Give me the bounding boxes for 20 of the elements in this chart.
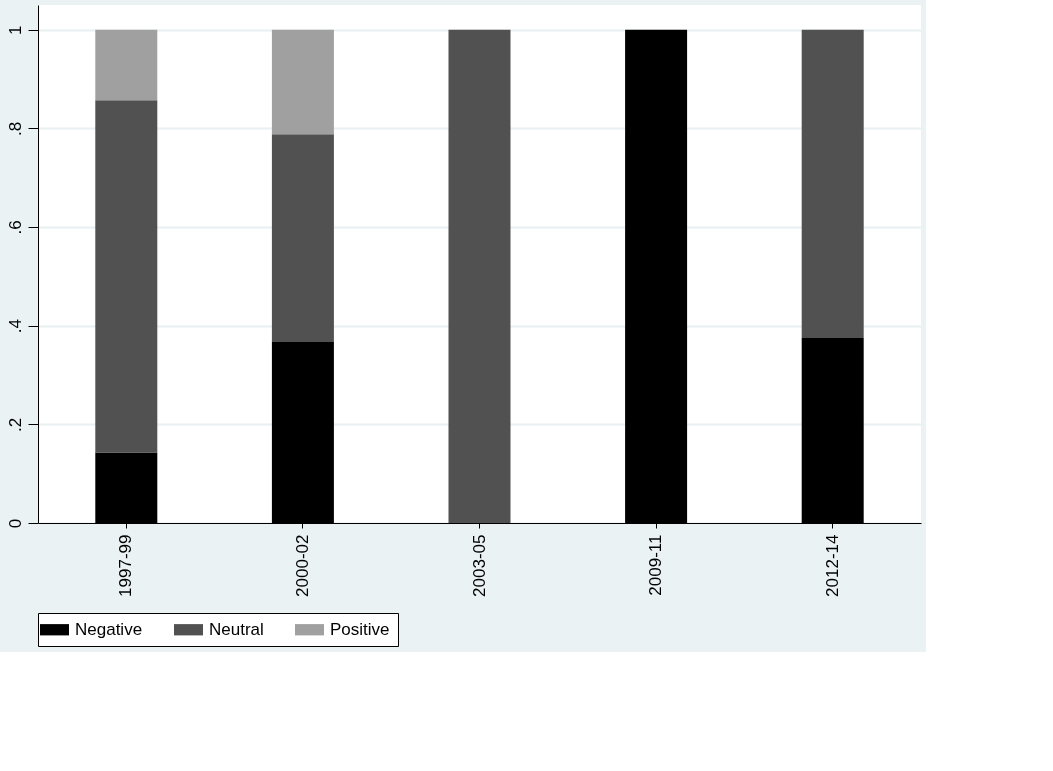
bar [448,29,511,523]
bar [95,29,158,101]
y-tick-label: .6 [5,220,25,235]
x-tick-label: 1997-99 [116,534,136,597]
bar [271,134,334,342]
y-tick-label: 1 [5,25,25,35]
x-tick-label: 2000-02 [292,534,312,597]
bar [271,29,334,135]
x-tick-label: 2012-14 [822,534,842,597]
bar [95,100,158,453]
legend-label: Neutral [209,619,264,639]
y-tick-label: .2 [5,417,25,432]
y-tick-label: .4 [5,319,25,334]
legend-label: Negative [75,619,143,639]
legend-label: Positive [330,619,390,639]
y-tick-label: 0 [5,518,25,529]
y-tick-label: .8 [5,121,25,136]
x-tick-label: 2003-05 [469,534,489,597]
bar [801,29,864,338]
x-tick-label: 2009-11 [646,534,666,596]
